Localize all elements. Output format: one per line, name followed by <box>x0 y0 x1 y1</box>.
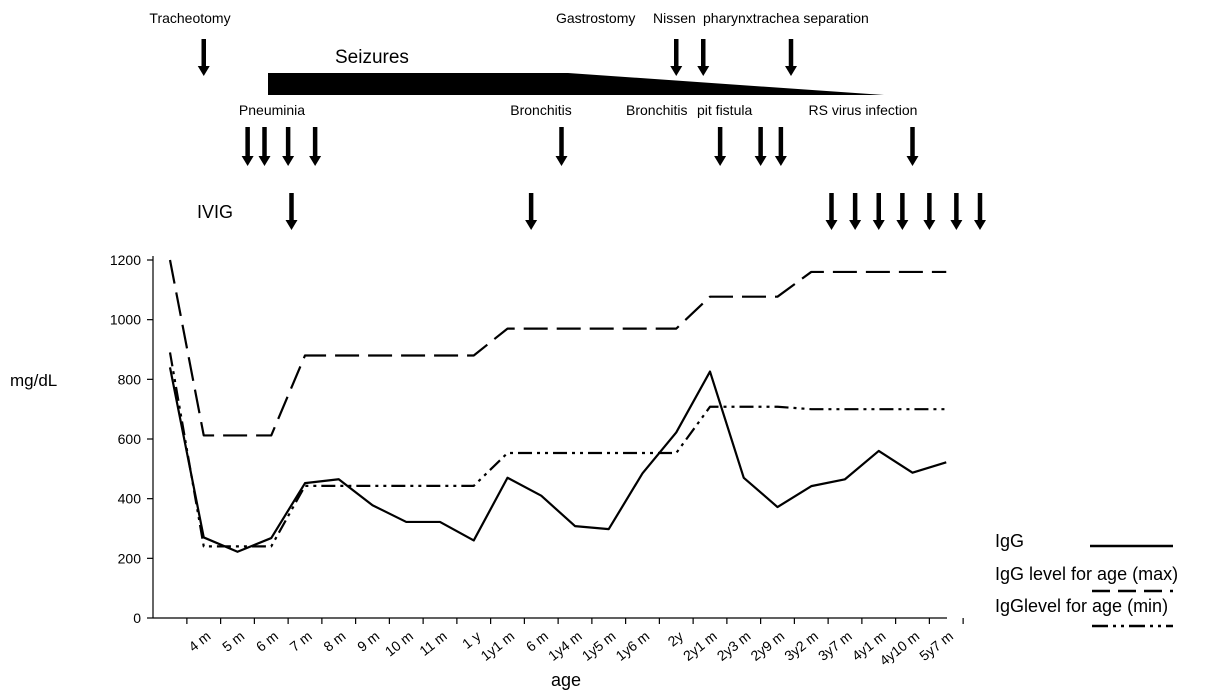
infection-arrow-0-0-head <box>241 156 254 166</box>
x-tick-label-3: 6 m <box>253 628 281 655</box>
ivig-arrow-1-head <box>525 220 538 230</box>
legend: IgG IgG level for age (max) IgGlevel for… <box>995 531 1178 628</box>
infection-arrow-4-0-head <box>906 156 919 166</box>
ivig-arrow-7-head <box>950 220 963 230</box>
ivig-arrow-0-head <box>285 220 298 230</box>
x-tick-label-23: 5y7 m <box>916 628 956 664</box>
x-tick-label-8: 11 m <box>416 628 450 659</box>
event-separation-label: pharynxtrachea separation <box>703 10 869 26</box>
x-tick-label-4: 7 m <box>287 628 315 655</box>
ivig-arrow-6-head <box>923 220 936 230</box>
series-line-1 <box>168 259 947 437</box>
legend-igg-label: IgG <box>995 531 1024 551</box>
ivig-arrow-8-head <box>974 220 986 230</box>
x-tick-label-5: 8 m <box>320 628 348 655</box>
infection-arrow-0-1-head <box>258 156 271 166</box>
event-arrow-1-0-head <box>670 66 683 76</box>
x-tick-label-15: 2y <box>665 628 687 650</box>
event-arrow-1-1-head <box>697 66 710 76</box>
x-tick-label-18: 2y9 m <box>747 628 787 664</box>
infection-bronchitis-2-label: Bronchitis <box>626 102 687 118</box>
legend-max-label: IgG level for age (max) <box>995 564 1178 584</box>
x-tick-label-16: 2y1 m <box>680 628 720 664</box>
infection-arrow-3-0-head <box>774 156 787 166</box>
x-tick-label-13: 1y5 m <box>579 628 619 664</box>
x-tick-label-19: 3y2 m <box>781 628 821 664</box>
x-tick-label-12: 1y4 m <box>545 628 585 664</box>
y-tick-label-0: 0 <box>133 610 141 626</box>
ivig-label: IVIG <box>197 202 233 222</box>
ivig-arrow-2-head <box>825 220 838 230</box>
infection-arrow-2-1-head <box>754 156 767 166</box>
x-tick-label-2: 5 m <box>219 628 247 655</box>
series-line-0 <box>168 367 947 553</box>
infection-arrow-0-3-head <box>309 156 322 166</box>
x-tick-label-14: 1y6 m <box>612 628 652 664</box>
y-tick-label-1200: 1200 <box>110 252 141 268</box>
infection-bronchitis-label: Bronchitis <box>510 102 571 118</box>
y-axis-label: mg/dL <box>10 371 57 390</box>
ivig-arrow-5-head <box>896 220 909 230</box>
ivig-arrow-3-head <box>849 220 862 230</box>
infection-arrow-1-0-head <box>555 156 568 166</box>
series-lines <box>168 259 947 553</box>
event-nissen-label: Nissen <box>653 10 696 26</box>
event-arrow-3-0-head <box>785 66 797 76</box>
infection-arrow-0-2-head <box>282 156 295 166</box>
event-arrows <box>197 39 986 230</box>
series-line-2 <box>168 352 947 548</box>
x-tick-label-6: 9 m <box>354 628 382 655</box>
seizures-label: Seizures <box>335 47 409 68</box>
ivig-arrow-4-head <box>872 220 885 230</box>
y-tick-label-400: 400 <box>118 491 142 507</box>
y-tick-label-200: 200 <box>118 550 142 566</box>
x-tick-label-1: 4 m <box>185 628 213 655</box>
y-tick-label-600: 600 <box>118 431 142 447</box>
seizures-band <box>268 73 884 95</box>
infection-pneuminia-label: Pneuminia <box>239 102 305 118</box>
infection-arrow-2-0-head <box>714 156 727 166</box>
event-arrow-0-0-head <box>197 66 210 76</box>
x-tick-label-7: 10 m <box>382 628 416 660</box>
legend-min-label: IgGlevel for age (min) <box>995 596 1168 616</box>
y-ticks: 0 200 400 600 800 1000 1200 <box>110 252 153 626</box>
x-tick-label-10: 1y1 m <box>477 628 517 664</box>
x-axis-label: age <box>551 670 581 690</box>
x-tick-label-17: 2y3 m <box>714 628 754 664</box>
y-tick-label-1000: 1000 <box>110 312 141 328</box>
infection-pit-fistula-label: pit fistula <box>697 102 752 118</box>
event-gastrostomy-label: Gastrostomy <box>556 10 635 26</box>
event-tracheotomy-label: Tracheotomy <box>149 10 230 26</box>
y-tick-label-800: 800 <box>118 371 142 387</box>
x-tick-label-20: 3y7 m <box>815 628 855 664</box>
infection-rs-virus-label: RS virus infection <box>809 102 918 118</box>
